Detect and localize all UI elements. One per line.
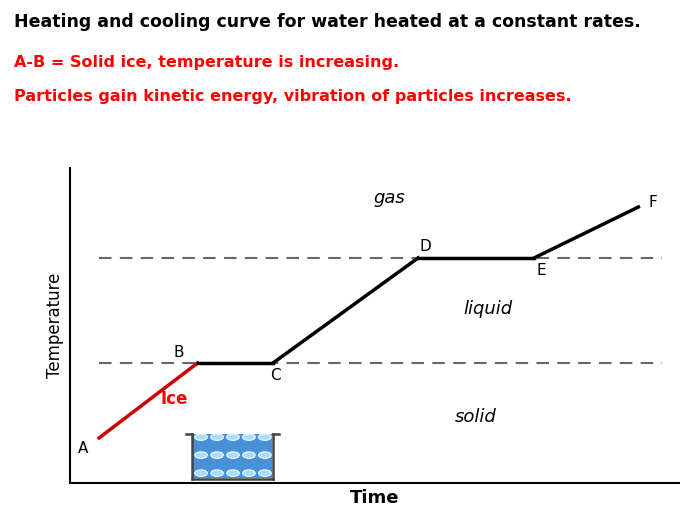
Text: gas: gas: [373, 189, 405, 207]
Circle shape: [243, 452, 256, 458]
Circle shape: [195, 452, 207, 458]
Text: E: E: [536, 263, 546, 278]
Circle shape: [195, 470, 207, 476]
Circle shape: [195, 434, 207, 440]
Circle shape: [211, 452, 223, 458]
Circle shape: [227, 434, 239, 440]
Text: D: D: [419, 239, 430, 254]
Circle shape: [227, 452, 239, 458]
Text: B: B: [174, 345, 184, 360]
Circle shape: [258, 452, 272, 458]
Text: solid: solid: [455, 408, 497, 426]
Circle shape: [258, 470, 272, 476]
Circle shape: [243, 434, 256, 440]
Text: liquid: liquid: [463, 300, 512, 318]
Circle shape: [258, 434, 272, 440]
Circle shape: [211, 434, 223, 440]
Text: C: C: [271, 368, 281, 383]
Text: A-B = Solid ice, temperature is increasing.: A-B = Solid ice, temperature is increasi…: [14, 55, 399, 70]
Text: Ice: Ice: [161, 390, 188, 408]
Circle shape: [227, 470, 239, 476]
Text: Particles gain kinetic energy, vibration of particles increases.: Particles gain kinetic energy, vibration…: [14, 89, 571, 104]
Y-axis label: Temperature: Temperature: [46, 273, 64, 378]
Circle shape: [243, 470, 256, 476]
Bar: [193, 434, 272, 478]
Text: A: A: [78, 441, 88, 456]
X-axis label: Time: Time: [350, 489, 399, 507]
Circle shape: [211, 470, 223, 476]
Text: Heating and cooling curve for water heated at a constant rates.: Heating and cooling curve for water heat…: [14, 13, 640, 31]
Text: F: F: [648, 195, 657, 210]
